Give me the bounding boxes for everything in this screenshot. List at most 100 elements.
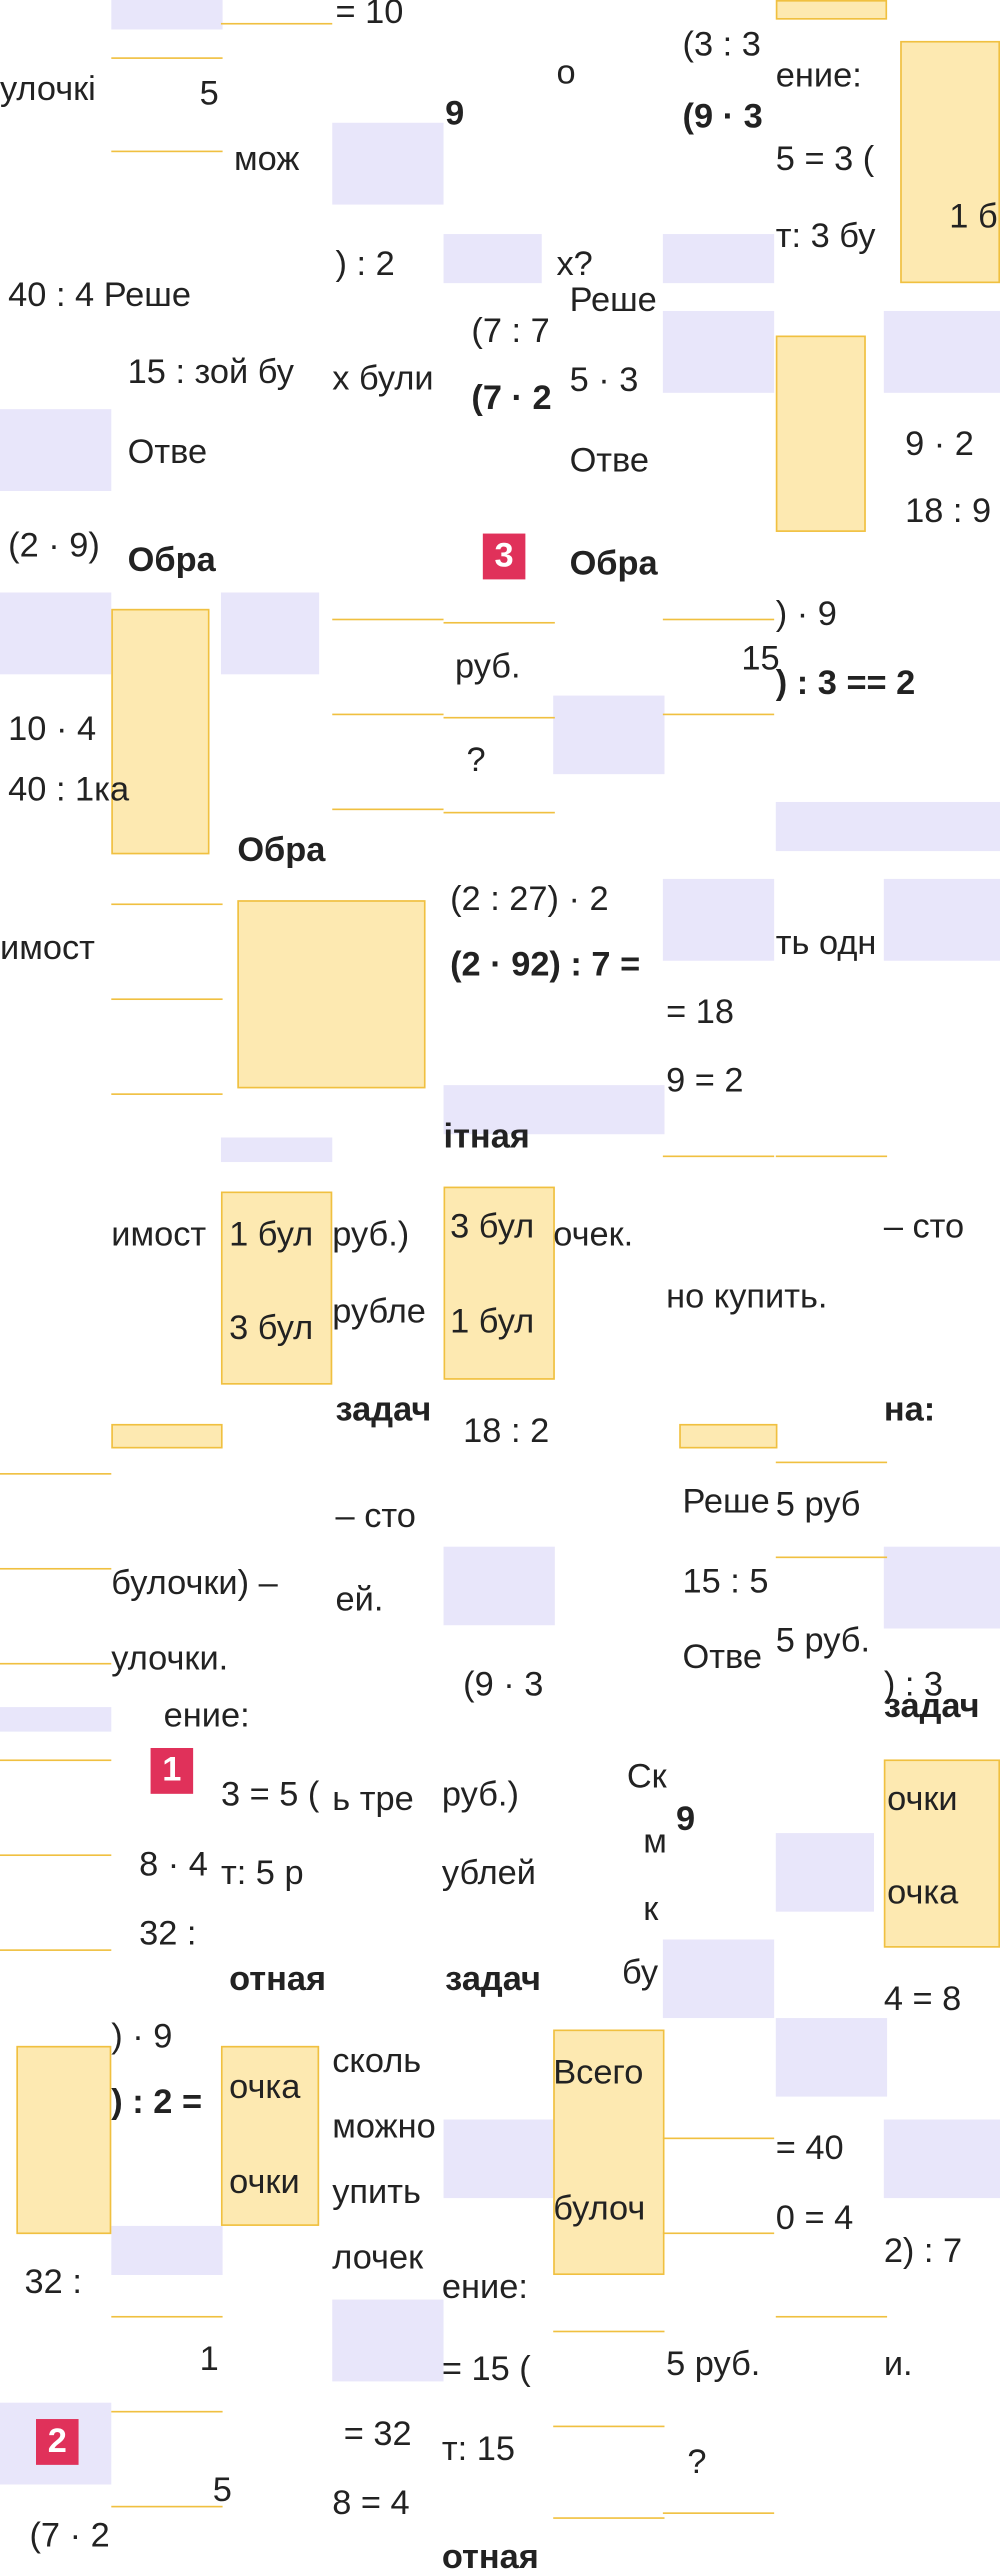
text-fragment: Ск (626, 1757, 667, 1796)
text-fragment: задач (445, 1960, 541, 1999)
text-fragment: очки (887, 1780, 958, 1819)
text-fragment: 3 бул (229, 1309, 314, 1348)
text-fragment: (7 · 2 (471, 379, 552, 418)
text-fragment: т: 15 (441, 2430, 515, 2469)
text-fragment: и. (883, 2345, 913, 2384)
diagram-box (111, 608, 210, 855)
line (0, 1759, 112, 1762)
text-fragment: 5 (212, 2471, 232, 2510)
text-fragment: 5 = 3 ( (775, 140, 875, 179)
line (443, 811, 555, 814)
diagram-box (883, 1759, 1000, 1948)
text-fragment: = 32 (343, 2415, 412, 2454)
placeholder (883, 1546, 1000, 1629)
diagram-box (775, 0, 888, 20)
placeholder (332, 122, 444, 205)
text-fragment: – сто (335, 1497, 416, 1536)
text-fragment: 15 : 5 (682, 1563, 769, 1601)
text-fragment: ? (466, 741, 486, 780)
text-fragment: ) : 2 (335, 245, 395, 284)
text-fragment: = 40 (775, 2129, 844, 2167)
line (332, 713, 444, 716)
text-fragment: бу (621, 1954, 659, 1992)
diagram-box (443, 1186, 555, 1380)
diagram-box (237, 900, 426, 1089)
line (111, 998, 223, 1001)
text-fragment: х були (332, 360, 434, 398)
text-fragment: булоч (553, 2189, 646, 2228)
diagram-box (900, 40, 1000, 284)
text-fragment: 8 = 4 (332, 2484, 410, 2523)
text-fragment: 1 б (949, 198, 998, 236)
line (553, 2330, 665, 2333)
line (662, 1155, 775, 1158)
text-fragment: упить (332, 2173, 421, 2212)
text-fragment: ) · 9 (111, 2018, 173, 2056)
placeholder (662, 878, 775, 961)
text-fragment: очка (229, 2068, 301, 2107)
text-fragment: руб.) (332, 1216, 410, 1254)
text-fragment: мож (234, 140, 300, 179)
text-fragment: Обра (237, 831, 326, 870)
text-fragment: 1 (199, 2340, 219, 2379)
line (0, 1949, 112, 1951)
text-fragment: ей. (335, 1581, 384, 1619)
line (443, 716, 555, 719)
text-fragment: ть одн (775, 924, 877, 963)
text-fragment: имост (0, 929, 95, 968)
text-fragment: т: 5 р (220, 1854, 304, 1893)
placeholder (775, 2018, 888, 2097)
placeholder (0, 592, 112, 675)
diagram-box (220, 1191, 333, 1385)
text-fragment: (2 · 92) : 7 = (450, 946, 641, 984)
text-fragment: 9 = 2 (666, 1062, 744, 1100)
text-fragment: Реше (682, 1482, 770, 1521)
text-fragment: задач (883, 1687, 980, 1726)
line (220, 22, 333, 25)
text-fragment: (9 · 3 (682, 98, 763, 136)
line (0, 1662, 112, 1665)
placeholder (775, 1833, 874, 1912)
text-fragment: 9 · 2 (905, 425, 974, 464)
placeholder (332, 2299, 444, 2382)
placeholder (0, 1707, 112, 1732)
placeholder (775, 801, 1000, 852)
placeholder (443, 2119, 555, 2199)
text-fragment: отная (229, 1960, 327, 1999)
text-fragment: 15 : зой бу (127, 353, 294, 392)
line (111, 150, 223, 153)
text-fragment: ? (687, 2443, 707, 2482)
text-fragment: но купить. (666, 1278, 828, 1316)
text-fragment: булочки) – (111, 1564, 278, 1603)
text-fragment: очек. (553, 1216, 634, 1254)
text-fragment: Отве (569, 441, 650, 480)
placeholder (662, 234, 775, 284)
line (662, 2137, 775, 2140)
text-fragment: 32 : (139, 1914, 197, 1953)
text-fragment: = 18 (666, 993, 735, 1032)
text-fragment: – сто (883, 1207, 965, 1246)
diagram-box (220, 2045, 320, 2226)
text-fragment: очка (887, 1874, 959, 1912)
line (111, 1093, 223, 1095)
text-fragment: можно (332, 2108, 436, 2146)
text-fragment: 15 (741, 639, 780, 678)
line (662, 618, 775, 621)
placeholder (111, 2225, 223, 2276)
text-fragment: 40 : 4 Реше (8, 276, 191, 315)
text-fragment: ублей (441, 1854, 536, 1893)
text-fragment: (2 · 9) (8, 527, 100, 565)
text-fragment: 0 = 4 (775, 2199, 854, 2238)
placeholder (553, 695, 665, 775)
text-fragment: 5 · 3 (569, 361, 639, 400)
diagram-box (16, 2045, 112, 2235)
text-fragment: Всего (553, 2054, 644, 2092)
line (111, 903, 223, 906)
text-fragment: ение: (163, 1697, 250, 1735)
text-fragment: улочкі (0, 70, 96, 109)
text-fragment: о (556, 54, 576, 92)
text-fragment: (3 : 3 (682, 26, 761, 64)
text-fragment: сколь (332, 2042, 422, 2081)
